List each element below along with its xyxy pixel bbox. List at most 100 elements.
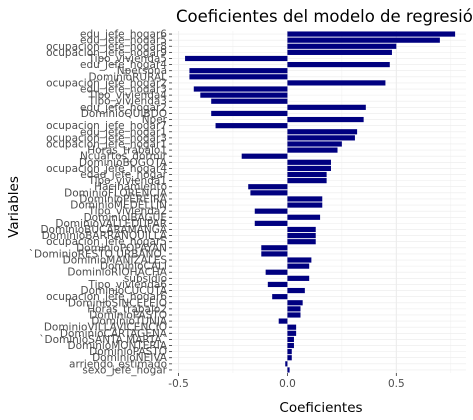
y-tick-label: DominioMANIZALES (63, 255, 168, 267)
y-tick-label: Tipo_vivienda3 (87, 96, 167, 108)
x-tick-label: 0.5 (388, 378, 405, 390)
y-tick-label: DominioTUNJA (91, 316, 168, 328)
y-tick-label: DominioMEDELLIN (70, 200, 167, 212)
bar (272, 294, 288, 300)
bar (287, 263, 310, 269)
y-tick-label: DominioCALI (100, 261, 167, 273)
y-tick-label: Tipo_vivienda6 (87, 279, 167, 291)
bar (287, 367, 290, 373)
y-tick-label: DominioIBAGUE (84, 212, 167, 224)
bar (287, 214, 321, 220)
bar (254, 220, 288, 226)
bar (287, 31, 456, 37)
y-tick-label: sexo_jefe_hogar (82, 364, 167, 376)
y-tick-label: ocupacion_jefe_hogar2 (46, 77, 167, 89)
y-tick-label: DominioSINCELEJO (68, 297, 167, 309)
y-tick-label: edu_jefe_hogar3 (80, 84, 167, 96)
bar (287, 165, 331, 172)
y-tick-label: DominioFLORENCIA (64, 187, 168, 199)
bar (287, 232, 316, 239)
bar (211, 98, 288, 104)
bar (215, 123, 288, 129)
x-tick-label: -0.5 (168, 378, 189, 390)
bar (287, 135, 355, 141)
bar (287, 336, 294, 343)
bar (248, 184, 288, 190)
y-tick-label: Tipo_vivienda5 (87, 53, 167, 65)
bar (287, 178, 327, 184)
bar (193, 86, 288, 92)
y-tick-label: edad_jefe_hogar (80, 169, 167, 181)
y-tick-label: ocupacion_jefe_hogar3 (46, 132, 167, 144)
bar (287, 141, 342, 147)
y-tick-label: Nper (142, 114, 168, 126)
y-tick-label: DominioQUIBDO (81, 108, 167, 120)
bar (265, 269, 288, 275)
y-tick-label: DominioPEREIRA (79, 193, 168, 205)
bar (287, 287, 305, 294)
y-tick-label: edu_jefe_hogar2 (80, 102, 167, 114)
bar (287, 104, 366, 110)
y-tick-label: DominioCUCUTA (81, 285, 168, 297)
chart-title: Coeficientes del modelo de regresión (176, 7, 473, 26)
bar (285, 361, 288, 367)
y-tick-label: ocupacion_jefe_hogar5 (46, 236, 167, 248)
x-axis-ticks: -0.5 0.0 0.5 (168, 373, 405, 390)
bar (287, 349, 292, 355)
y-tick-label: `DominioSANTA MARTA` (39, 334, 167, 346)
y-tick-label: ocupacion_jefe_hogar9 (46, 47, 167, 59)
bar (287, 239, 316, 245)
bar (287, 257, 312, 263)
y-tick-label: DominioRIOHACHA (67, 267, 167, 279)
y-tick-label: ocupacion_jefe_hogar7 (46, 120, 167, 132)
bar (287, 159, 331, 165)
bar (287, 61, 390, 68)
bar (287, 355, 292, 361)
bar (287, 226, 316, 233)
y-tick-label: DominioPOPAYAN (76, 242, 167, 254)
y-tick-label: DominioNEIVA (92, 352, 168, 364)
bar (287, 116, 364, 123)
y-tick-label: DominioRURAL (88, 71, 167, 83)
y-tick-label: DominioBOGOTA (79, 157, 168, 169)
bar (287, 275, 310, 281)
bar (261, 245, 288, 251)
bar (254, 208, 288, 214)
bar (200, 92, 288, 98)
y-tick-label: ocupacion_jefe_hogar8 (46, 41, 167, 53)
bar (287, 300, 303, 306)
y-tick-label: Npersona (117, 65, 167, 77)
bar (267, 281, 288, 288)
bar (287, 37, 440, 43)
y-axis-ticks: edu_jefe_hogar6edu_jefe_hogar5ocupacion_… (29, 29, 172, 376)
bar (287, 171, 327, 178)
bar (287, 43, 397, 49)
y-axis-title: Variables (6, 176, 22, 238)
y-tick-label: DominioMONTERIA (68, 340, 168, 352)
y-tick-label: arriendo_estimado (69, 358, 167, 370)
y-tick-label: DominioPASTO (89, 309, 167, 321)
bar (261, 251, 288, 257)
y-tick-label: ocupacion_jefe_hogar1 (46, 138, 167, 150)
bar (287, 196, 323, 202)
y-tick-label: Ncuartos_dormir (80, 151, 168, 163)
y-tick-label: DominioPASTO (89, 346, 167, 358)
y-tick-label: Tipo_vivienda4 (87, 90, 167, 102)
bar (287, 342, 294, 349)
y-tick-label: edu_jefe_hogar1 (80, 126, 167, 138)
y-tick-label: DominioVILLAVICENCIO (44, 322, 167, 334)
y-tick-label: DominioBUCARAMANGA (40, 224, 167, 236)
x-tick-label: 0.0 (279, 378, 296, 390)
bar (278, 318, 288, 324)
bar (189, 68, 288, 74)
bar (189, 74, 288, 80)
y-tick-label: Horas_trabajo1 (87, 145, 167, 157)
bar (211, 110, 288, 117)
bar (287, 147, 338, 153)
y-tick-label: ocupacion_jefe_hogar4 (46, 163, 167, 175)
bar (287, 330, 297, 336)
y-tick-label: edu_jefe_hogar6 (80, 29, 167, 41)
y-tick-label: Tipo_vivienda2 (87, 206, 167, 218)
x-axis-title: Coeficientes (279, 400, 362, 416)
